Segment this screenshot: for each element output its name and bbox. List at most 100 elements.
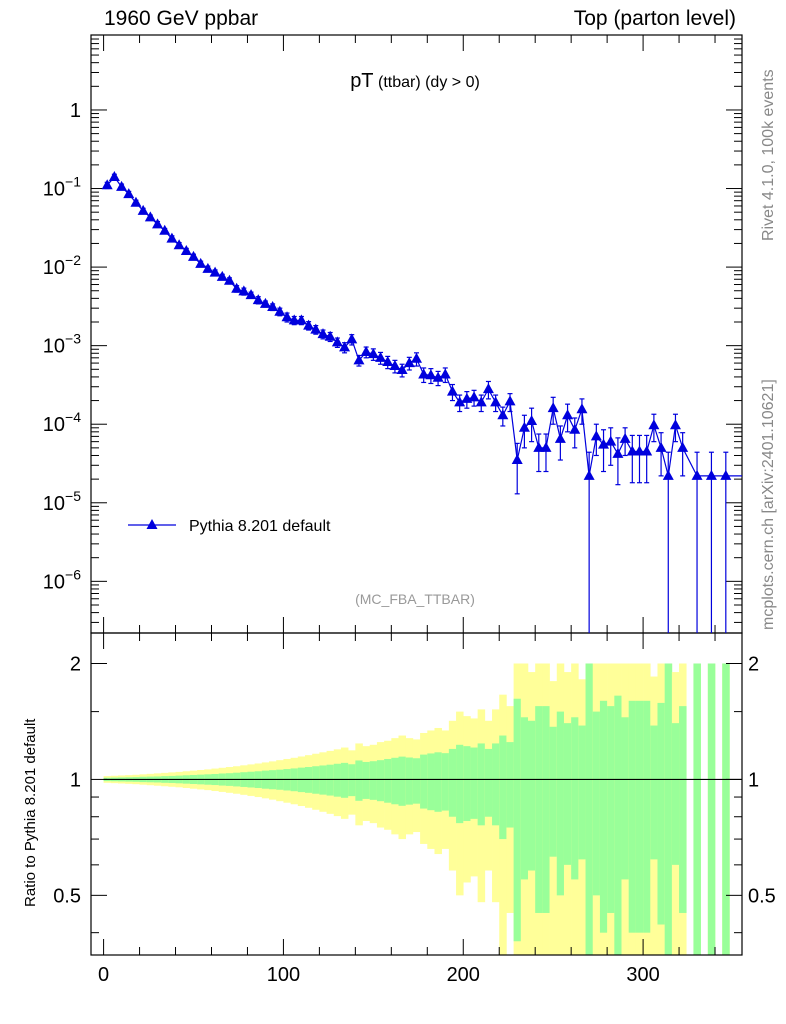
ratio-band-inner xyxy=(319,765,327,795)
data-point xyxy=(468,391,480,402)
ratio-band-inner xyxy=(707,663,716,955)
ratio-bands xyxy=(103,663,730,955)
data-point xyxy=(159,224,171,235)
ratio-band-inner xyxy=(405,757,414,805)
ratio-band-inner xyxy=(628,700,637,933)
header-right: Top (parton level) xyxy=(573,7,736,30)
data-point xyxy=(130,196,142,207)
data-point xyxy=(547,402,559,413)
ratio-band-inner xyxy=(643,700,651,933)
ratio-band-inner xyxy=(693,663,701,955)
data-point xyxy=(504,395,516,406)
ratio-band-inner xyxy=(657,702,665,925)
plot-title-main: pT xyxy=(350,70,374,92)
data-point xyxy=(209,266,221,277)
data-point xyxy=(583,469,595,480)
data-point xyxy=(137,204,149,215)
data-point xyxy=(633,445,645,456)
data-point xyxy=(446,385,458,396)
ratio-band-inner xyxy=(384,758,392,803)
data-point xyxy=(526,414,538,425)
data-point xyxy=(180,245,192,256)
main-tick-label: 10−3 xyxy=(43,331,81,358)
data-point xyxy=(310,323,322,334)
data-point xyxy=(626,445,638,456)
ratio-band-inner xyxy=(506,742,514,828)
legend-marker xyxy=(146,519,158,529)
ratio-band-inner xyxy=(664,663,673,955)
ratio-tick-label: 0.5 xyxy=(748,885,776,907)
data-point xyxy=(662,469,674,480)
data-point xyxy=(705,469,717,480)
data-point xyxy=(648,419,660,430)
ratio-axes: 0.5 0.5 1 1 2 2 0 100 200 300 xyxy=(53,632,776,986)
data-point xyxy=(396,363,408,374)
data-point xyxy=(360,346,372,357)
main-tick-label: 10−2 xyxy=(43,252,81,279)
ratio-band-inner xyxy=(650,725,658,860)
data-point xyxy=(511,454,523,465)
data-point xyxy=(382,355,394,366)
ratio-band-inner xyxy=(420,754,428,809)
data-point xyxy=(303,319,315,330)
ratio-tick-label: 1 xyxy=(748,769,759,791)
ratio-band-inner xyxy=(607,706,615,913)
data-point xyxy=(425,369,437,380)
x-tick-label: 200 xyxy=(447,964,480,986)
data-point xyxy=(677,441,689,452)
ratio-band-inner xyxy=(527,720,536,871)
ratio-band-inner xyxy=(427,753,435,811)
data-point xyxy=(720,469,732,480)
data-point xyxy=(490,396,502,407)
data-point xyxy=(439,368,451,379)
data-point xyxy=(238,285,250,296)
data-point xyxy=(339,341,351,352)
data-point xyxy=(482,383,494,394)
ratio-band-inner xyxy=(535,706,543,913)
ratio-band-inner xyxy=(448,748,457,817)
data-point xyxy=(245,289,257,300)
data-point xyxy=(288,314,300,325)
data-point xyxy=(641,445,653,456)
ratio-tick-label: 1 xyxy=(70,769,81,791)
data-point xyxy=(281,311,293,322)
data-point xyxy=(123,188,135,199)
main-tick-label: 10−6 xyxy=(43,566,81,593)
data-point xyxy=(116,180,128,191)
ratio-band-inner xyxy=(477,743,486,826)
ratio-band-inner xyxy=(398,756,407,806)
ratio-band-inner xyxy=(333,763,342,797)
plot-title: pT (ttbar) (dy > 0) xyxy=(0,70,786,93)
ratio-tick-label: 0.5 xyxy=(53,885,81,907)
legend-entry: Pythia 8.201 default xyxy=(189,518,331,535)
main-tick-label: 1 xyxy=(70,100,81,122)
ratio-tick-label: 2 xyxy=(748,653,759,675)
ratio-band-inner xyxy=(599,700,608,933)
ratio-band-inner xyxy=(362,761,371,799)
ratio-band-inner xyxy=(369,761,378,800)
ratio-band-inner xyxy=(549,726,558,857)
ratio-band-inner xyxy=(412,758,421,804)
ratio-band-inner xyxy=(348,764,356,797)
data-point xyxy=(317,328,329,339)
ratio-band-inner xyxy=(578,725,586,860)
data-point xyxy=(590,430,602,441)
ratio-band-inner xyxy=(492,743,500,826)
data-point xyxy=(188,250,200,261)
data-point xyxy=(195,257,207,268)
ratio-band-inner xyxy=(340,762,349,798)
ratio-band-inner xyxy=(542,706,550,913)
data-point xyxy=(691,469,703,480)
data-point xyxy=(598,438,610,449)
data-point xyxy=(619,432,631,443)
data-point xyxy=(497,409,509,420)
data-point xyxy=(101,179,113,190)
data-point xyxy=(353,354,365,365)
analysis-tag: (MC_FBA_TTBAR) xyxy=(355,591,475,607)
ratio-band-inner xyxy=(391,757,399,805)
data-point xyxy=(367,348,379,359)
data-point xyxy=(669,419,681,430)
data-point xyxy=(411,352,422,363)
ratio-band-inner xyxy=(376,760,385,802)
